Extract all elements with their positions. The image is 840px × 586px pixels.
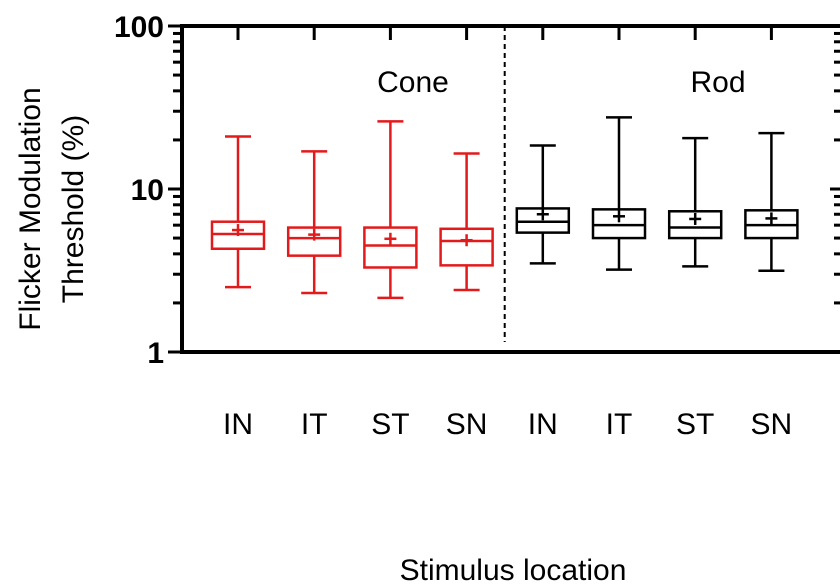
x-tick-label-cone-in: IN <box>223 408 253 441</box>
labels: Flicker Modulation Threshold (%) Stimulu… <box>14 66 746 586</box>
group-label-rod: Rod <box>690 66 745 99</box>
x-tick-label-cone-sn: SN <box>446 408 488 441</box>
group-label-cone: Cone <box>377 66 449 99</box>
y-tick-label: 100 <box>114 11 164 44</box>
axes: 1 10 100 <box>114 11 840 370</box>
y-axis-title-line2: Threshold (%) <box>57 115 90 303</box>
y-axis-title-line1: Flicker Modulation <box>14 87 47 330</box>
boxes: IN IT ST SN IN IT ST SN <box>210 116 799 441</box>
x-tick-label-rod-it: IT <box>606 408 633 441</box>
x-tick-label-cone-st: ST <box>371 408 409 441</box>
x-tick-label-rod-sn: SN <box>751 408 793 441</box>
x-tick-label-rod-st: ST <box>676 408 714 441</box>
x-tick-label-cone-it: IT <box>301 408 328 441</box>
x-tick-label-rod-in: IN <box>528 408 558 441</box>
y-tick-label: 10 <box>131 174 164 207</box>
x-axis-title: Stimulus location <box>400 554 627 586</box>
y-tick-label: 1 <box>147 337 164 370</box>
